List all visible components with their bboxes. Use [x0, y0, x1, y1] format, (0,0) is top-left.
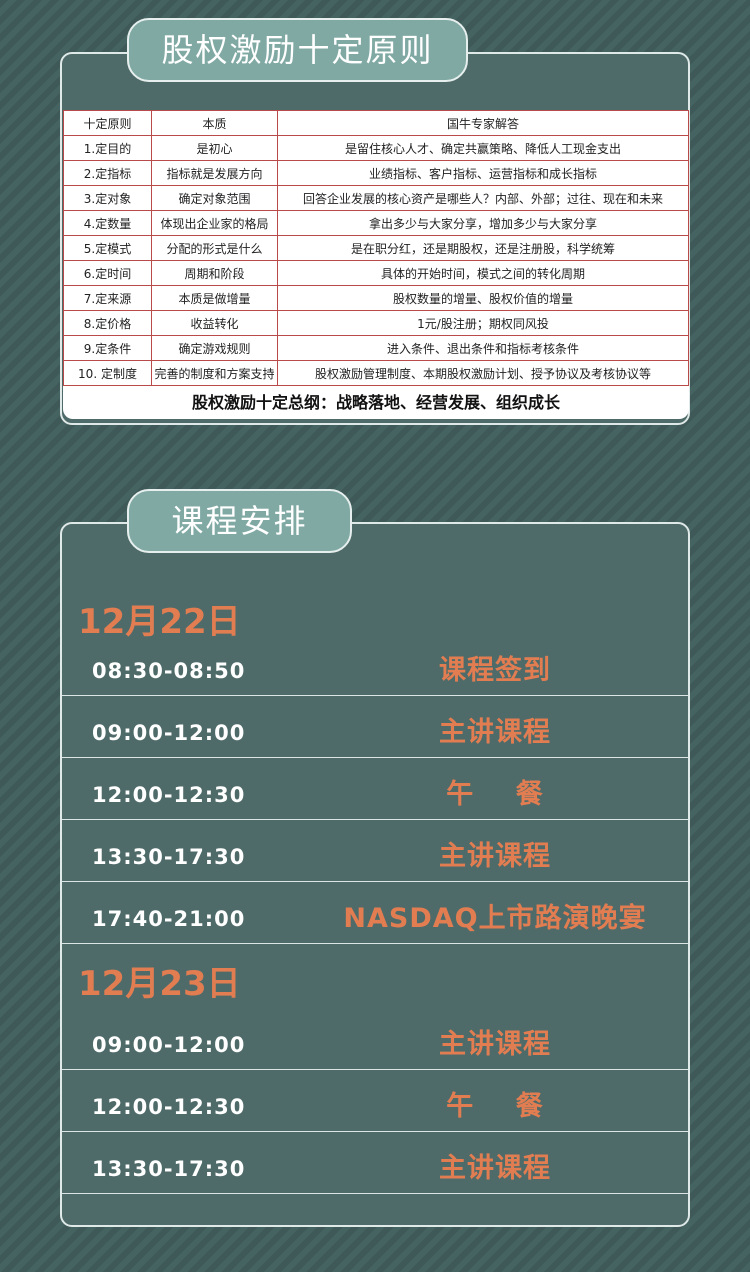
schedule-row: 12:00-12:30 午 餐 [62, 758, 688, 820]
table-cell: 3.定对象 [63, 185, 152, 211]
table-cell: 2.定指标 [63, 160, 152, 186]
table-cell: 确定游戏规则 [151, 335, 278, 361]
schedule-time: 13:30-17:30 [92, 1157, 246, 1181]
schedule-row: 09:00-12:00 主讲课程 [62, 696, 688, 758]
table-row: 4.定数量 体现出企业家的格局 拿出多少与大家分享，增加多少与大家分享 [63, 210, 689, 236]
schedule-row: 13:30-17:30 主讲课程 [62, 1132, 688, 1194]
table-cell: 8.定价格 [63, 310, 152, 336]
schedule-panel: 12月22日 08:30-08:50 课程签到 09:00-12:00 主讲课程 12:0… [60, 522, 690, 1227]
schedule-time: 12:00-12:30 [92, 1095, 246, 1119]
table-row: 5.定模式 分配的形式是什么 是在职分红，还是期股权，还是注册股，科学统筹 [63, 235, 689, 261]
table-cell: 周期和阶段 [151, 260, 278, 286]
principles-table-wrap: 十定原则 本质 国牛专家解答 1.定目的 是初心 是留住核心人才、确定共赢策略、降低人工现… [63, 110, 689, 419]
table-cell: 是初心 [151, 135, 278, 161]
table-cell: 1元/股注册；期权同风投 [277, 310, 689, 336]
table-cell: 6.定时间 [63, 260, 152, 286]
table-cell: 股权激励管理制度、本期股权激励计划、授予协议及考核协议等 [277, 360, 689, 386]
schedule-time: 09:00-12:00 [92, 1033, 246, 1057]
table-row: 2.定指标 指标就是发展方向 业绩指标、客户指标、运营指标和成长指标 [63, 160, 689, 186]
table-cell: 体现出企业家的格局 [151, 210, 278, 236]
schedule-row: 12:00-12:30 午 餐 [62, 1070, 688, 1132]
schedule-time: 08:30-08:50 [92, 659, 246, 683]
table-cell: 确定对象范围 [151, 185, 278, 211]
table-cell: 是留住核心人才、确定共赢策略、降低人工现金支出 [277, 135, 689, 161]
table-row: 7.定来源 本质是做增量 股权数量的增量、股权价值的增量 [63, 285, 689, 311]
principles-summary: 股权激励十定总纲：战略落地、经营发展、组织成长 [191, 393, 560, 412]
table-cell: 具体的开始时间，模式之间的转化周期 [277, 260, 689, 286]
schedule-activity: 主讲课程 [439, 841, 551, 872]
schedule-activity: NASDAQ上市路演晚宴 [343, 903, 647, 934]
table-cell: 本质 [151, 110, 278, 136]
schedule-time: 17:40-21:00 [92, 907, 246, 931]
principles-title: 股权激励十定原则 [127, 18, 468, 82]
table-header-row: 十定原则 本质 国牛专家解答 [63, 110, 689, 136]
schedule-row: 13:30-17:30 主讲课程 [62, 820, 688, 882]
schedule-title: 课程安排 [127, 489, 352, 553]
table-cell: 进入条件、退出条件和指标考核条件 [277, 335, 689, 361]
table-cell: 分配的形式是什么 [151, 235, 278, 261]
schedule-row: 08:30-08:50 课程签到 [62, 634, 688, 696]
schedule-time: 12:00-12:30 [92, 783, 246, 807]
table-row: 9.定条件 确定游戏规则 进入条件、退出条件和指标考核条件 [63, 335, 689, 361]
schedule-activity: 课程签到 [439, 655, 551, 686]
table-row: 1.定目的 是初心 是留住核心人才、确定共赢策略、降低人工现金支出 [63, 135, 689, 161]
table-row: 6.定时间 周期和阶段 具体的开始时间，模式之间的转化周期 [63, 260, 689, 286]
schedule-date: 12月23日 [78, 964, 241, 1004]
table-cell: 收益转化 [151, 310, 278, 336]
schedule-activity: 午 餐 [446, 1091, 544, 1122]
table-cell: 7.定来源 [63, 285, 152, 311]
table-cell: 本质是做增量 [151, 285, 278, 311]
schedule-time: 09:00-12:00 [92, 721, 246, 745]
table-cell: 9.定条件 [63, 335, 152, 361]
table-cell: 十定原则 [63, 110, 152, 136]
table-cell: 指标就是发展方向 [151, 160, 278, 186]
schedule-activity: 主讲课程 [439, 1029, 551, 1060]
schedule-time: 13:30-17:30 [92, 845, 246, 869]
table-row: 8.定价格 收益转化 1元/股注册；期权同风投 [63, 310, 689, 336]
table-cell: 完善的制度和方案支持 [151, 360, 278, 386]
schedule-activity: 主讲课程 [439, 717, 551, 748]
table-cell: 国牛专家解答 [277, 110, 689, 136]
schedule-activity: 主讲课程 [439, 1153, 551, 1184]
table-cell: 5.定模式 [63, 235, 152, 261]
principles-panel: 十定原则 本质 国牛专家解答 1.定目的 是初心 是留住核心人才、确定共赢策略、降低人工现… [60, 52, 690, 425]
table-cell: 1.定目的 [63, 135, 152, 161]
table-cell: 4.定数量 [63, 210, 152, 236]
table-cell: 股权数量的增量、股权价值的增量 [277, 285, 689, 311]
table-cell: 业绩指标、客户指标、运营指标和成长指标 [277, 160, 689, 186]
principles-table: 十定原则 本质 国牛专家解答 1.定目的 是初心 是留住核心人才、确定共赢策略、降低人工现… [63, 110, 689, 386]
schedule-activity: 午 餐 [446, 779, 544, 810]
table-cell: 回答企业发展的核心资产是哪些人？内部、外部；过往、现在和未来 [277, 185, 689, 211]
table-cell: 拿出多少与大家分享，增加多少与大家分享 [277, 210, 689, 236]
schedule-row: 09:00-12:00 主讲课程 [62, 1008, 688, 1070]
schedule-row: 17:40-21:00 NASDAQ上市路演晚宴 [62, 882, 688, 944]
table-cell: 是在职分红，还是期股权，还是注册股，科学统筹 [277, 235, 689, 261]
table-row: 3.定对象 确定对象范围 回答企业发展的核心资产是哪些人？内部、外部；过往、现在和未… [63, 185, 689, 211]
table-cell: 10. 定制度 [63, 360, 152, 386]
schedule-date: 12月22日 [78, 602, 241, 642]
table-row: 10. 定制度 完善的制度和方案支持 股权激励管理制度、本期股权激励计划、授予协议及… [63, 360, 689, 386]
